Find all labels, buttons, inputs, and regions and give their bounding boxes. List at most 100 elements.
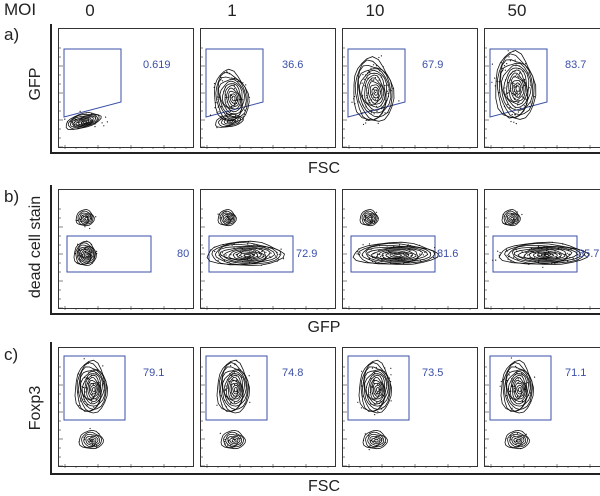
event-dot [94,126,96,128]
density-contour [225,434,243,448]
event-dot [511,213,513,215]
event-dot [95,446,97,448]
event-dot [556,257,558,259]
density-contour [77,210,94,226]
gate-percent: 0.619 [143,59,171,71]
event-dot [513,387,515,390]
event-dot [524,387,526,389]
event-dot [510,120,512,123]
event-dot [409,245,412,247]
flow-plot [58,347,194,468]
event-dot [253,249,255,252]
event-dot [244,109,246,111]
event-dot [225,105,227,107]
gate-percent: 73.5 [422,367,444,379]
density-contour [385,251,410,259]
event-dot [544,252,546,254]
density-contour [220,429,246,450]
density-contour [360,362,391,412]
event-dot [542,266,544,268]
gate-outline [350,235,436,273]
event-dot [230,392,232,394]
event-dot [81,122,83,124]
event-dot [74,122,76,124]
event-dot [91,393,93,396]
event-dot [506,85,508,87]
event-dot [224,72,226,74]
density-contour [367,434,385,448]
event-dot [506,63,508,65]
event-dot [543,252,545,254]
density-contour [515,438,521,443]
event-dot [500,380,502,383]
event-dot [412,259,414,261]
event-dot [262,255,264,257]
density-contour [369,435,383,446]
event-dot [374,102,376,105]
event-dot [544,253,546,255]
event-dot [513,83,515,85]
event-dot [566,252,568,254]
event-dot [228,262,231,264]
event-dot [386,246,388,248]
density-contour [88,382,98,397]
event-dot [513,76,515,78]
event-dot [242,261,244,263]
event-dot [213,86,215,88]
event-dot [522,386,524,388]
event-dot [363,78,365,80]
event-dot [82,215,84,217]
event-dot [230,258,232,260]
event-dot [233,401,235,403]
event-dot [503,215,505,217]
event-dot [543,257,545,259]
event-dot [515,74,518,76]
event-dot [381,258,384,260]
event-dot [491,63,493,65]
event-dot [405,256,407,258]
event-dot [558,253,561,255]
density-contour [366,77,384,106]
event-dot [242,250,244,253]
event-dot [373,379,375,382]
event-dot [104,390,106,392]
event-dot [419,244,421,246]
event-dot [217,106,219,108]
event-dot [506,379,508,382]
event-dot [93,397,95,399]
flow-plot [58,28,194,149]
event-dot [370,109,372,111]
event-dot [373,371,375,373]
event-dot [367,92,369,94]
event-dot [407,244,409,246]
event-dot [280,248,282,250]
event-dot [570,248,572,250]
event-dot [514,70,516,72]
event-dot [374,398,376,400]
density-contour [503,67,529,108]
event-dot [252,255,255,257]
event-dot [234,121,236,123]
event-dot [515,218,517,221]
event-dot [242,99,244,101]
event-dot [256,244,258,246]
density-contour [81,373,102,405]
event-dot [232,373,234,375]
event-dot [235,254,237,256]
event-dot [381,394,383,396]
event-dot [509,90,511,92]
event-dot [373,375,375,377]
event-dot [220,254,223,256]
event-dot [499,385,501,387]
event-dot [408,248,410,250]
event-dot [522,96,524,98]
event-dot [239,250,241,252]
event-dot [85,255,87,257]
event-dot [231,396,233,398]
event-dot [233,372,235,374]
event-dot [506,103,509,105]
density-contour [371,437,381,445]
density-contour [78,429,104,450]
column-header: 50 [507,1,527,20]
event-dot [376,89,378,91]
